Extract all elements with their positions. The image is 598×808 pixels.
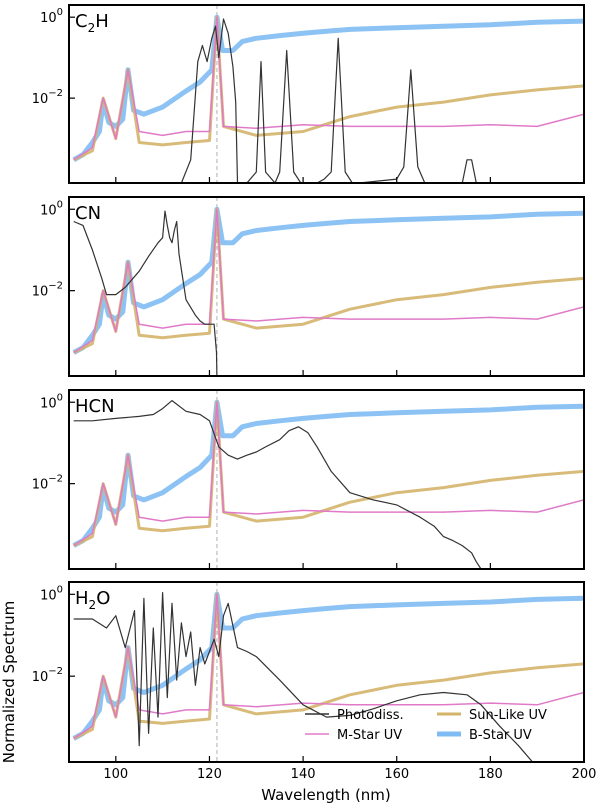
y-tick-label: 10−2 (32, 666, 63, 685)
plot-area (72, 197, 584, 376)
y-tick-label: 100 (40, 392, 63, 411)
series-photodiss (73, 210, 218, 376)
series-m-star (73, 593, 584, 740)
series-photodiss (73, 400, 482, 569)
plot-area (72, 5, 584, 183)
legend-label: M-Star UV (337, 728, 402, 743)
legend-label: Sun-Like UV (469, 708, 547, 723)
plot-area (72, 582, 584, 762)
panel-3: 100 10−2 HCN (32, 389, 585, 570)
x-tick-label: 100 (103, 767, 128, 782)
series-b-star (72, 206, 584, 355)
series-sun-like (73, 207, 584, 354)
legend-item-m-star: M-Star UV (305, 728, 402, 743)
y-axis-label: Normalized Spectrum (0, 601, 18, 764)
legend-item-b-star: B-Star UV (437, 728, 532, 743)
y-tick-label: 100 (40, 584, 63, 603)
x-axis-label: Wavelength (nm) (261, 786, 391, 804)
x-tick-label: 120 (197, 767, 222, 782)
panel-frame (68, 196, 585, 377)
legend-item-photodiss: Photodiss. (305, 708, 404, 723)
series-b-star (72, 14, 584, 162)
panel-title: H2O (75, 588, 110, 612)
panel-title: CN (75, 203, 101, 224)
plot-area (72, 390, 584, 569)
panel-2: 100 10−2 CN (32, 196, 585, 377)
series-b-star (72, 399, 584, 548)
x-tick-label: 160 (384, 767, 409, 782)
legend: Photodiss. Sun-Like UV M-Star UV B-Star UV (305, 708, 547, 743)
series-m-star (73, 16, 584, 161)
series-b-star (72, 591, 584, 741)
series-photodiss (73, 592, 533, 762)
y-tick-label: 10−2 (32, 474, 63, 493)
panel-frame (68, 389, 585, 570)
panel-frame (68, 581, 585, 763)
panel-frame (68, 4, 585, 184)
series-sun-like (73, 400, 584, 547)
panel-title: HCN (75, 396, 115, 417)
x-tick-label: 200 (572, 767, 597, 782)
y-tick-label: 10−2 (32, 281, 63, 300)
y-tick-label: 100 (40, 7, 63, 26)
legend-label: B-Star UV (469, 728, 532, 743)
x-tick-label: 140 (291, 767, 316, 782)
y-tick-label: 100 (40, 199, 63, 218)
panel-1: 100 10−2 C2H (32, 4, 585, 184)
series-m-star (73, 208, 584, 354)
legend-item-sun-like: Sun-Like UV (437, 708, 547, 723)
series-m-star (73, 401, 584, 547)
panel-title: C2H (75, 11, 109, 35)
x-tick-label: 180 (478, 767, 503, 782)
panel-4: 100 10−2 100 120 140 160 180 200 H2O (32, 581, 597, 782)
series-photodiss (73, 18, 584, 183)
y-tick-label: 10−2 (32, 88, 63, 107)
legend-label: Photodiss. (337, 708, 404, 723)
series-sun-like (73, 15, 584, 162)
